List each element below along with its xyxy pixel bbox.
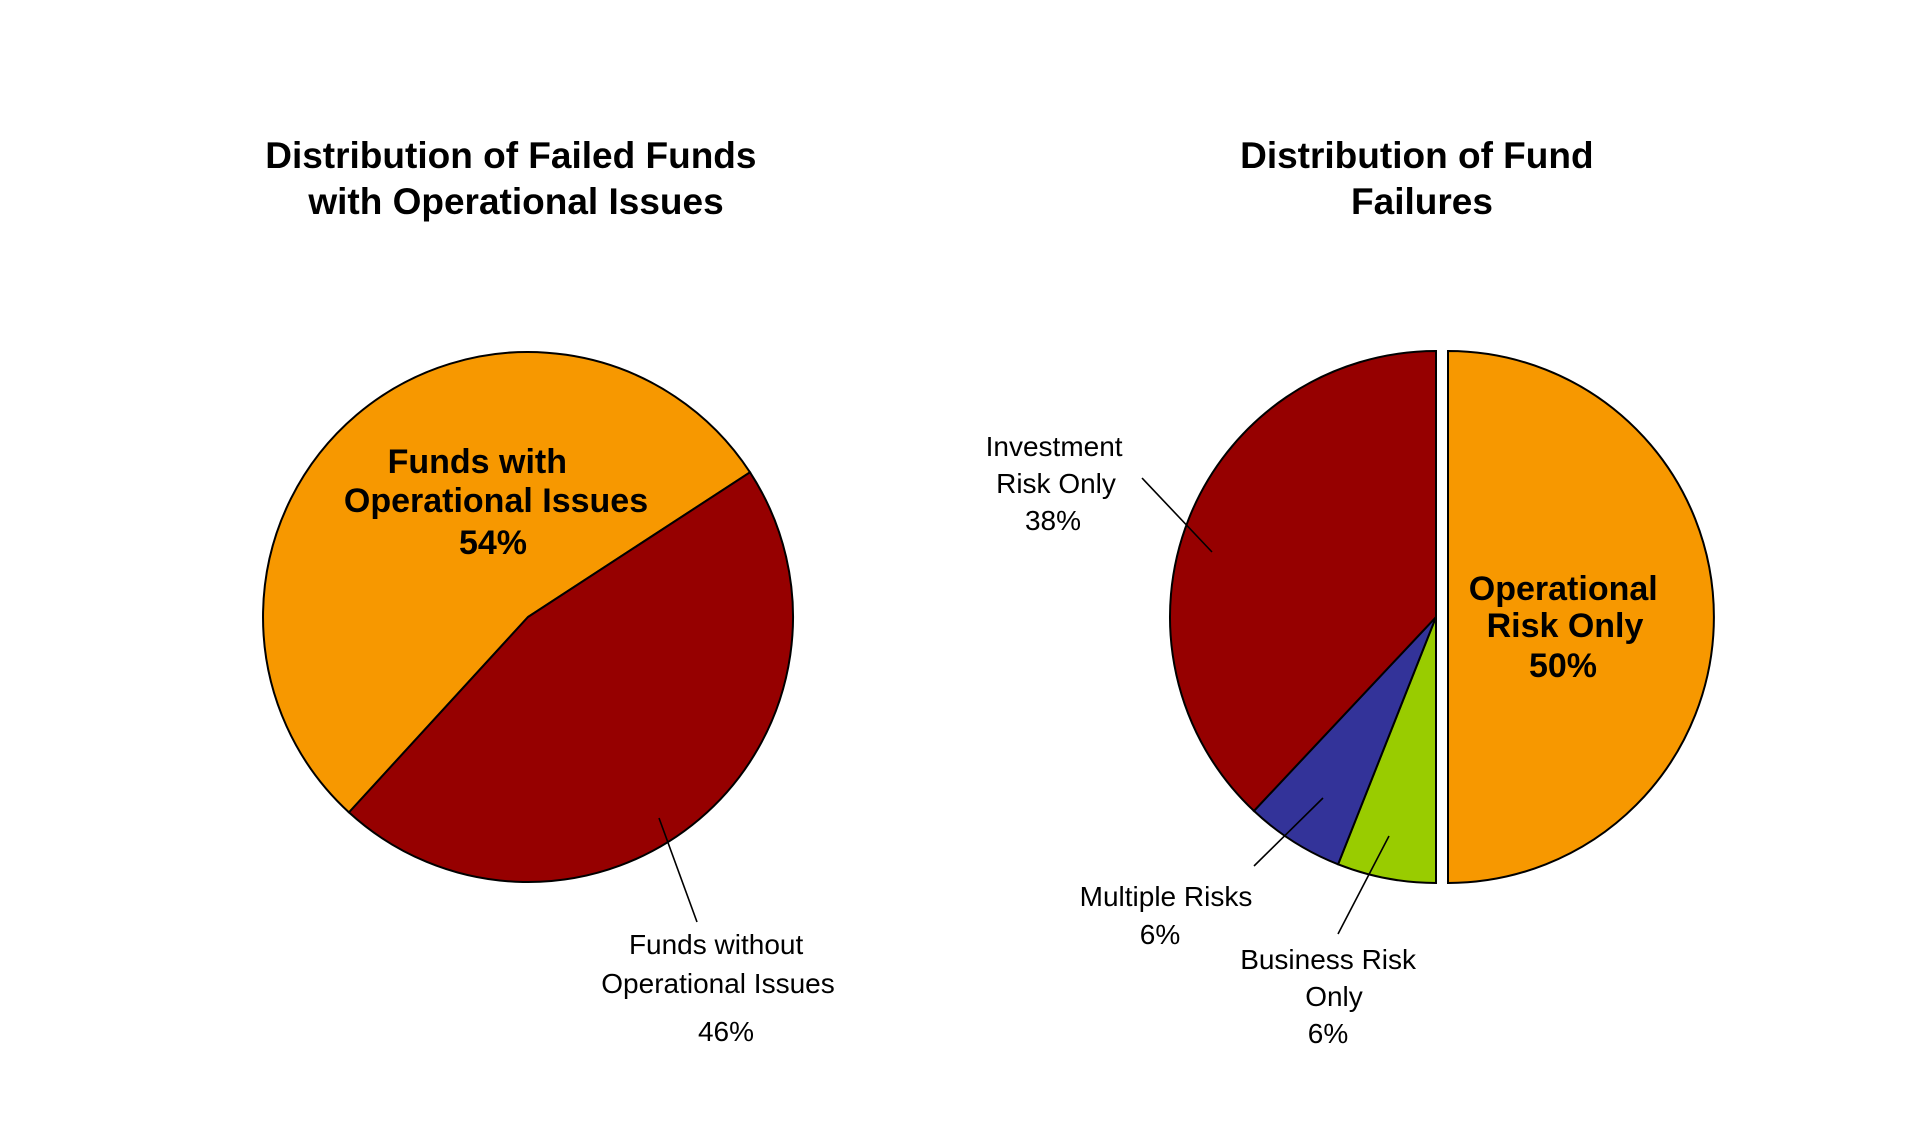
label-multiple-risks: Multiple Risks — [1080, 881, 1253, 912]
value-funds-with-operational-issues: 54% — [459, 524, 527, 562]
chart1-title: Distribution of Failed Funds with Operat… — [265, 135, 767, 222]
value-business-risk-only: 6% — [1308, 1018, 1348, 1049]
label-business-risk-only: Business Risk Only — [1240, 944, 1424, 1012]
slice-investment-risk-only — [1168, 349, 1437, 813]
label-funds-without-operational-issues: Funds without Operational Issues — [601, 929, 834, 999]
leader-funds-without — [658, 817, 698, 923]
label-funds-with-operational-issues: Funds with Operational Issues — [344, 443, 648, 520]
label-operational-risk-only: Operational Risk Only — [1469, 570, 1667, 645]
value-multiple-risks: 6% — [1140, 919, 1180, 950]
leader-multiple-risks — [1253, 797, 1324, 867]
chart1-title-line2: with Operational Issues — [307, 181, 723, 222]
leader-business-risk — [1337, 835, 1390, 935]
slice-operational-risk-only — [1447, 349, 1715, 885]
chart1-title-line1: Distribution of Failed Funds — [265, 135, 756, 176]
value-funds-without-operational-issues: 46% — [698, 1016, 754, 1047]
chart2-title: Distribution of Fund Failures — [1240, 135, 1604, 222]
pie-chart-fund-failures: Distribution of Fund Failures Operationa… — [986, 135, 1715, 1049]
value-operational-risk-only: 50% — [1529, 647, 1597, 685]
chart2-title-line2: Failures — [1351, 181, 1493, 222]
slice-funds-without-operational-issues — [347, 470, 794, 883]
pie-chart-operational-issues: Distribution of Failed Funds with Operat… — [262, 135, 835, 1047]
leader-investment-risk — [1141, 477, 1213, 553]
slice-funds-with-operational-issues — [262, 351, 752, 814]
chart2-title-line1: Distribution of Fund — [1240, 135, 1593, 176]
value-investment-risk-only: 38% — [1025, 505, 1081, 536]
label-investment-risk-only: Investment Risk Only — [986, 431, 1131, 499]
